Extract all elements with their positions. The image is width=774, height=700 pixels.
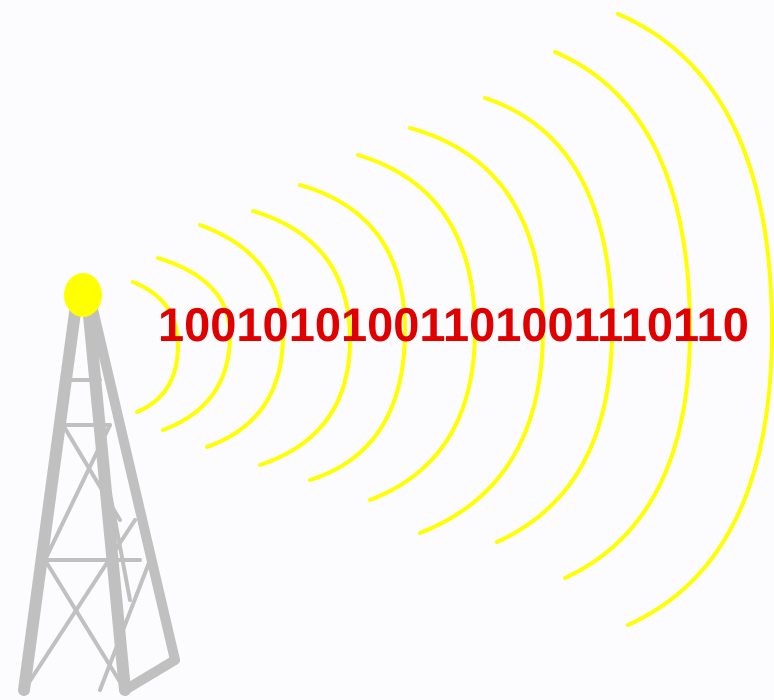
- illustration: 10010101001101001110110: [0, 0, 774, 700]
- antenna-light: [64, 273, 102, 317]
- binary-text: 10010101001101001110110: [158, 298, 749, 351]
